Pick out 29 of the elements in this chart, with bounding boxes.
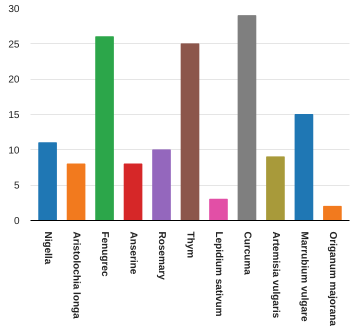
x-tick-label: Marrubium vulgare (298, 232, 310, 322)
bar (209, 198, 228, 220)
bar (266, 156, 285, 220)
x-tick-label: Artemisia vulgaris (270, 232, 281, 319)
bar (124, 163, 142, 220)
y-tick-label: 0 (14, 216, 20, 227)
y-tick-label: 25 (8, 39, 20, 50)
bar (66, 163, 86, 220)
y-tick-label: 10 (8, 145, 20, 156)
y-tick-label: 5 (14, 180, 20, 192)
y-tick-label: 20 (8, 74, 20, 86)
x-tick-label: Anserine (128, 232, 139, 275)
x-tick-label: Aristolochia longa (70, 232, 82, 320)
x-tick-label: Nigella (42, 232, 54, 265)
x-tick-label: Curcuma (241, 232, 252, 276)
bar (238, 15, 256, 220)
y-tick-label: 30 (8, 4, 20, 15)
x-tick-label: Lepidium sativum (212, 232, 224, 317)
x-tick-label: Rosemary (156, 232, 168, 280)
bar (294, 114, 314, 220)
x-tick-label: Thym (184, 232, 196, 258)
bar (152, 149, 171, 220)
bar (95, 36, 114, 220)
bar (180, 43, 200, 220)
y-tick-label: 15 (8, 110, 20, 121)
x-tick-label: Fenugrec (99, 232, 110, 277)
bar (38, 142, 57, 220)
x-tick-label: Origanum majorana (326, 232, 338, 326)
bar (323, 206, 342, 220)
